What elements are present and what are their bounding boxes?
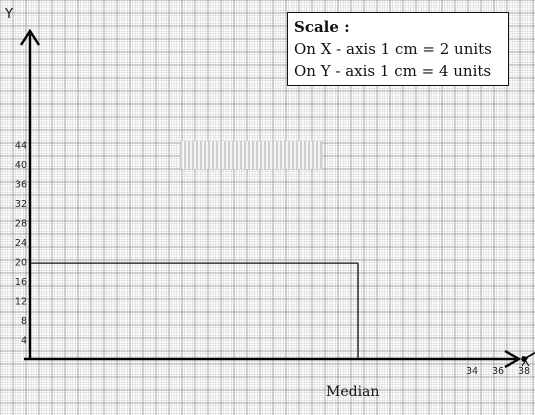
y-tick-label: 40 <box>15 160 27 171</box>
y-tick-label: 44 <box>15 140 27 151</box>
scale-box: Scale : On X - axis 1 cm = 2 units On Y … <box>287 12 509 86</box>
median-label: Median <box>326 384 379 400</box>
y-tick-label: 4 <box>21 335 27 346</box>
median-guides <box>30 262 359 359</box>
y-tick-label: 24 <box>15 238 27 249</box>
scan-noise-strip <box>180 141 322 169</box>
x-tick-label: 36 <box>492 366 504 377</box>
x-axis-arrow <box>504 349 522 369</box>
x-tick-label: 38 <box>518 366 530 377</box>
y-tick-label: 28 <box>15 218 27 229</box>
y-tick-label: 16 <box>15 277 27 288</box>
y-tick-label: 32 <box>15 199 27 210</box>
scale-x-line: On X - axis 1 cm = 2 units <box>294 40 492 58</box>
x-tick-label: 34 <box>466 366 478 377</box>
scale-title: Scale : <box>294 18 350 36</box>
scale-y-line: On Y - axis 1 cm = 4 units <box>294 62 492 80</box>
y-tick-label: 20 <box>15 257 27 268</box>
y-axis-arrow <box>19 28 41 46</box>
y-tick-label: 8 <box>21 316 27 327</box>
x-axis-letter: X <box>521 355 530 370</box>
y-axis-letter: Y <box>4 7 13 22</box>
series-group <box>521 351 535 362</box>
axes <box>19 28 522 369</box>
data-point <box>521 356 527 362</box>
y-tick-label: 12 <box>15 296 27 307</box>
y-tick-label: 36 <box>15 179 27 190</box>
tick-labels: 3436384042444648505254564812162024283236… <box>15 140 530 377</box>
